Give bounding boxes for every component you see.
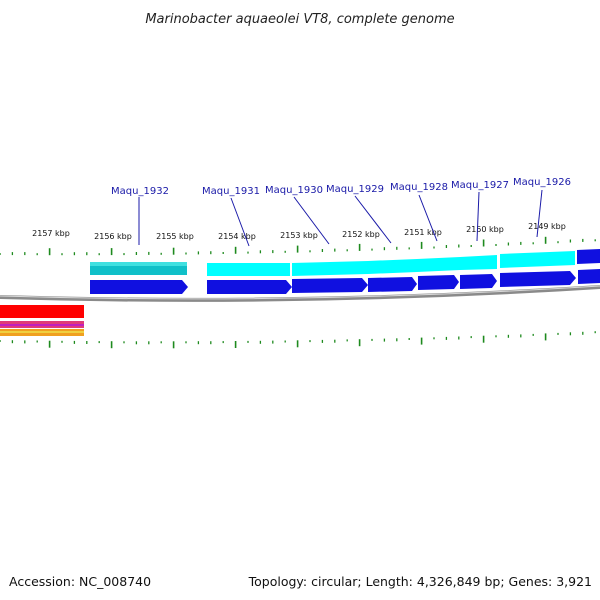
gene-leader-line: [293, 196, 330, 245]
cds-feature-partial[interactable]: [578, 269, 600, 284]
kbp-label: 2156 kbp: [94, 232, 132, 241]
cds-feature-maqu-1926[interactable]: [500, 271, 576, 287]
kbp-label: 2153 kbp: [280, 231, 318, 240]
gene-feature-maqu-1931[interactable]: [207, 263, 290, 276]
gene-feature-highlight: [90, 262, 187, 266]
gene-label-maqu-1927[interactable]: Maqu_1927: [451, 180, 509, 191]
rrna-feature[interactable]: [0, 305, 84, 318]
genome-backbone: [0, 285, 600, 302]
gene-leader-line: [536, 189, 543, 238]
gene-leader-line: [476, 191, 480, 242]
gene-label-maqu-1929[interactable]: Maqu_1929: [326, 184, 384, 195]
misc-feature-band: [0, 331, 84, 333]
gene-leader-line: [418, 194, 438, 242]
gene-feature-maqu-1930[interactable]: [292, 261, 368, 276]
kbp-label: 2154 kbp: [218, 232, 256, 241]
lower-scale-ticks: [0, 331, 596, 349]
kbp-label: 2151 kbp: [404, 228, 442, 237]
gene-track: [90, 249, 600, 276]
kbp-label: 2149 kbp: [528, 222, 566, 231]
gene-label-maqu-1932[interactable]: Maqu_1932: [111, 186, 169, 197]
gene-feature-maqu-1929[interactable]: [368, 259, 417, 274]
kbp-label: 2157 kbp: [32, 229, 70, 238]
gene-label-maqu-1930[interactable]: Maqu_1930: [265, 185, 323, 196]
accession-text: Accession: NC_008740: [9, 574, 152, 589]
map-title: Marinobacter aquaeolei VT8, complete gen…: [145, 12, 454, 27]
gene-feature-maqu-1926[interactable]: [500, 251, 575, 268]
upper-scale-ticks: [0, 236, 596, 256]
gene-labels: Maqu_1932 Maqu_1931 Maqu_1930 Maqu_1929 …: [111, 177, 571, 247]
cds-feature-maqu-1929[interactable]: [368, 277, 417, 292]
gene-label-maqu-1931[interactable]: Maqu_1931: [202, 186, 260, 197]
cds-feature-maqu-1931[interactable]: [207, 280, 292, 294]
gene-feature-maqu-1928[interactable]: [417, 257, 460, 272]
cds-track: [90, 269, 600, 294]
gene-label-maqu-1926[interactable]: Maqu_1926: [513, 177, 571, 188]
kbp-label: 2152 kbp: [342, 230, 380, 239]
cds-feature-maqu-1927[interactable]: [460, 274, 497, 289]
cds-feature-maqu-1928[interactable]: [418, 275, 459, 290]
gene-leader-line: [354, 195, 392, 244]
gene-feature-partial[interactable]: [577, 249, 600, 264]
cds-feature-maqu-1930[interactable]: [292, 278, 368, 293]
gene-feature-maqu-1927[interactable]: [460, 255, 497, 270]
kbp-label: 2155 kbp: [156, 232, 194, 241]
cds-feature-maqu-1932[interactable]: [90, 280, 188, 294]
gene-leader-line: [230, 197, 250, 247]
kbp-labels: 2157 kbp 2156 kbp 2155 kbp 2154 kbp 2153…: [32, 222, 566, 241]
gene-label-maqu-1928[interactable]: Maqu_1928: [390, 182, 448, 193]
rna-feature-stack: [0, 305, 84, 336]
genome-backbone-highlight: [0, 285, 600, 300]
genome-summary-text: Topology: circular; Length: 4,326,849 bp…: [248, 574, 592, 589]
trna-feature-band: [0, 324, 84, 326]
kbp-label: 2150 kbp: [466, 225, 504, 234]
